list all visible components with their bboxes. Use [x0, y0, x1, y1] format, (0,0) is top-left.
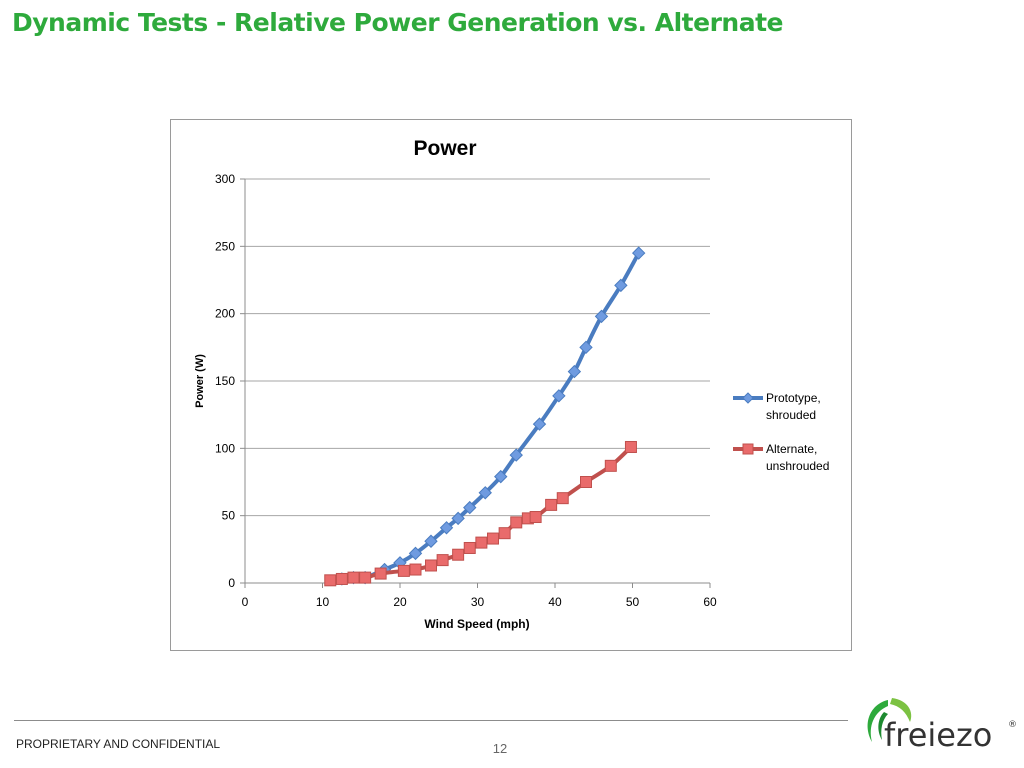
x-axis-title: Wind Speed (mph): [424, 617, 529, 631]
legend-label-0-1: shrouded: [766, 408, 816, 422]
data-point-0-14: [552, 389, 566, 403]
freiezo-logo: freiezo ®: [858, 690, 1018, 760]
x-tick-label-0: 0: [242, 595, 249, 609]
data-point-0-10: [478, 486, 492, 500]
power-chart: 0 50 100 150 200 250 300 0 10 20 30 40 50 60 Power W…: [194, 137, 829, 631]
chart-frame: [170, 119, 852, 651]
data-point-1-11: [475, 536, 488, 549]
y-tick-label-0: 0: [228, 576, 235, 590]
data-point-1-21: [624, 440, 637, 453]
data-point-1-14: [510, 516, 523, 529]
x-tick-label-20: 20: [393, 595, 407, 609]
y-tick-label-50: 50: [222, 509, 236, 523]
data-point-1-8: [436, 554, 449, 567]
data-point-0-12: [509, 448, 523, 462]
x-tick-label-60: 60: [703, 595, 717, 609]
confidential-label: PROPRIETARY AND CONFIDENTIAL: [16, 737, 221, 751]
data-point-1-10: [463, 541, 476, 554]
logo-registered-mark: ®: [1008, 720, 1017, 730]
logo-leaf-icon: [867, 698, 912, 742]
y-tick-label-100: 100: [215, 441, 235, 455]
data-point-0-18: [614, 278, 628, 293]
data-point-0-17: [594, 309, 609, 324]
x-tick-labels: 0 10 20 30 40 50 60: [242, 595, 717, 609]
legend-label-0-0: Prototype,: [766, 391, 821, 405]
x-tick-label-30: 30: [471, 595, 485, 609]
chart-series: [324, 246, 646, 587]
data-point-1-17: [545, 498, 558, 511]
data-point-0-16: [579, 340, 593, 355]
chart-title: Power: [413, 137, 476, 160]
data-point-1-18: [556, 492, 569, 505]
page-number: 12: [492, 741, 508, 756]
chart-gridlines: [240, 178, 711, 588]
data-point-0-7: [439, 521, 454, 535]
legend-label-1-0: Alternate,: [766, 442, 817, 456]
legend-marker-1: [742, 443, 754, 455]
chart-legend: Prototype, shrouded Alternate, unshrouded: [733, 391, 829, 473]
data-point-1-9: [452, 548, 465, 561]
data-point-1-4: [374, 567, 387, 580]
data-point-1-1: [335, 572, 348, 585]
data-point-1-0: [324, 574, 337, 587]
data-point-1-16: [529, 511, 542, 524]
data-point-0-9: [463, 500, 477, 515]
x-tick-label-50: 50: [626, 595, 640, 609]
data-point-0-11: [494, 469, 508, 484]
data-point-0-8: [451, 511, 465, 526]
data-point-0-5: [408, 546, 423, 561]
legend-marker-0: [742, 392, 754, 404]
series-alternate-unshrouded: [324, 440, 637, 587]
data-point-1-6: [409, 563, 422, 576]
x-tick-label-40: 40: [548, 595, 562, 609]
x-tick-label-10: 10: [316, 595, 330, 609]
data-point-1-5: [397, 564, 410, 577]
logo-wordmark: freiezo: [884, 716, 993, 754]
data-point-1-20: [604, 459, 617, 472]
y-tick-labels: 0 50 100 150 200 250 300: [215, 172, 235, 590]
data-point-1-19: [580, 476, 592, 488]
series-line: [341, 252, 641, 581]
data-point-0-19: [631, 246, 646, 260]
data-point-0-15: [567, 364, 582, 379]
data-point-1-13: [498, 527, 511, 540]
footer-divider: [14, 720, 848, 721]
y-tick-label-300: 300: [215, 172, 235, 186]
data-point-1-7: [425, 559, 437, 572]
y-axis-title: Power (W): [194, 354, 206, 408]
data-point-0-13: [532, 417, 547, 431]
data-point-0-6: [424, 534, 438, 548]
data-point-1-2: [347, 571, 360, 584]
y-tick-label-150: 150: [215, 374, 235, 388]
y-tick-label-200: 200: [215, 307, 235, 321]
slide-title: Dynamic Tests - Relative Power Generatio…: [12, 8, 783, 37]
data-point-1-12: [487, 532, 499, 545]
data-point-1-3: [359, 571, 372, 584]
y-tick-label-250: 250: [215, 239, 235, 253]
series-line: [330, 445, 633, 583]
legend-label-1-1: unshrouded: [766, 459, 829, 473]
